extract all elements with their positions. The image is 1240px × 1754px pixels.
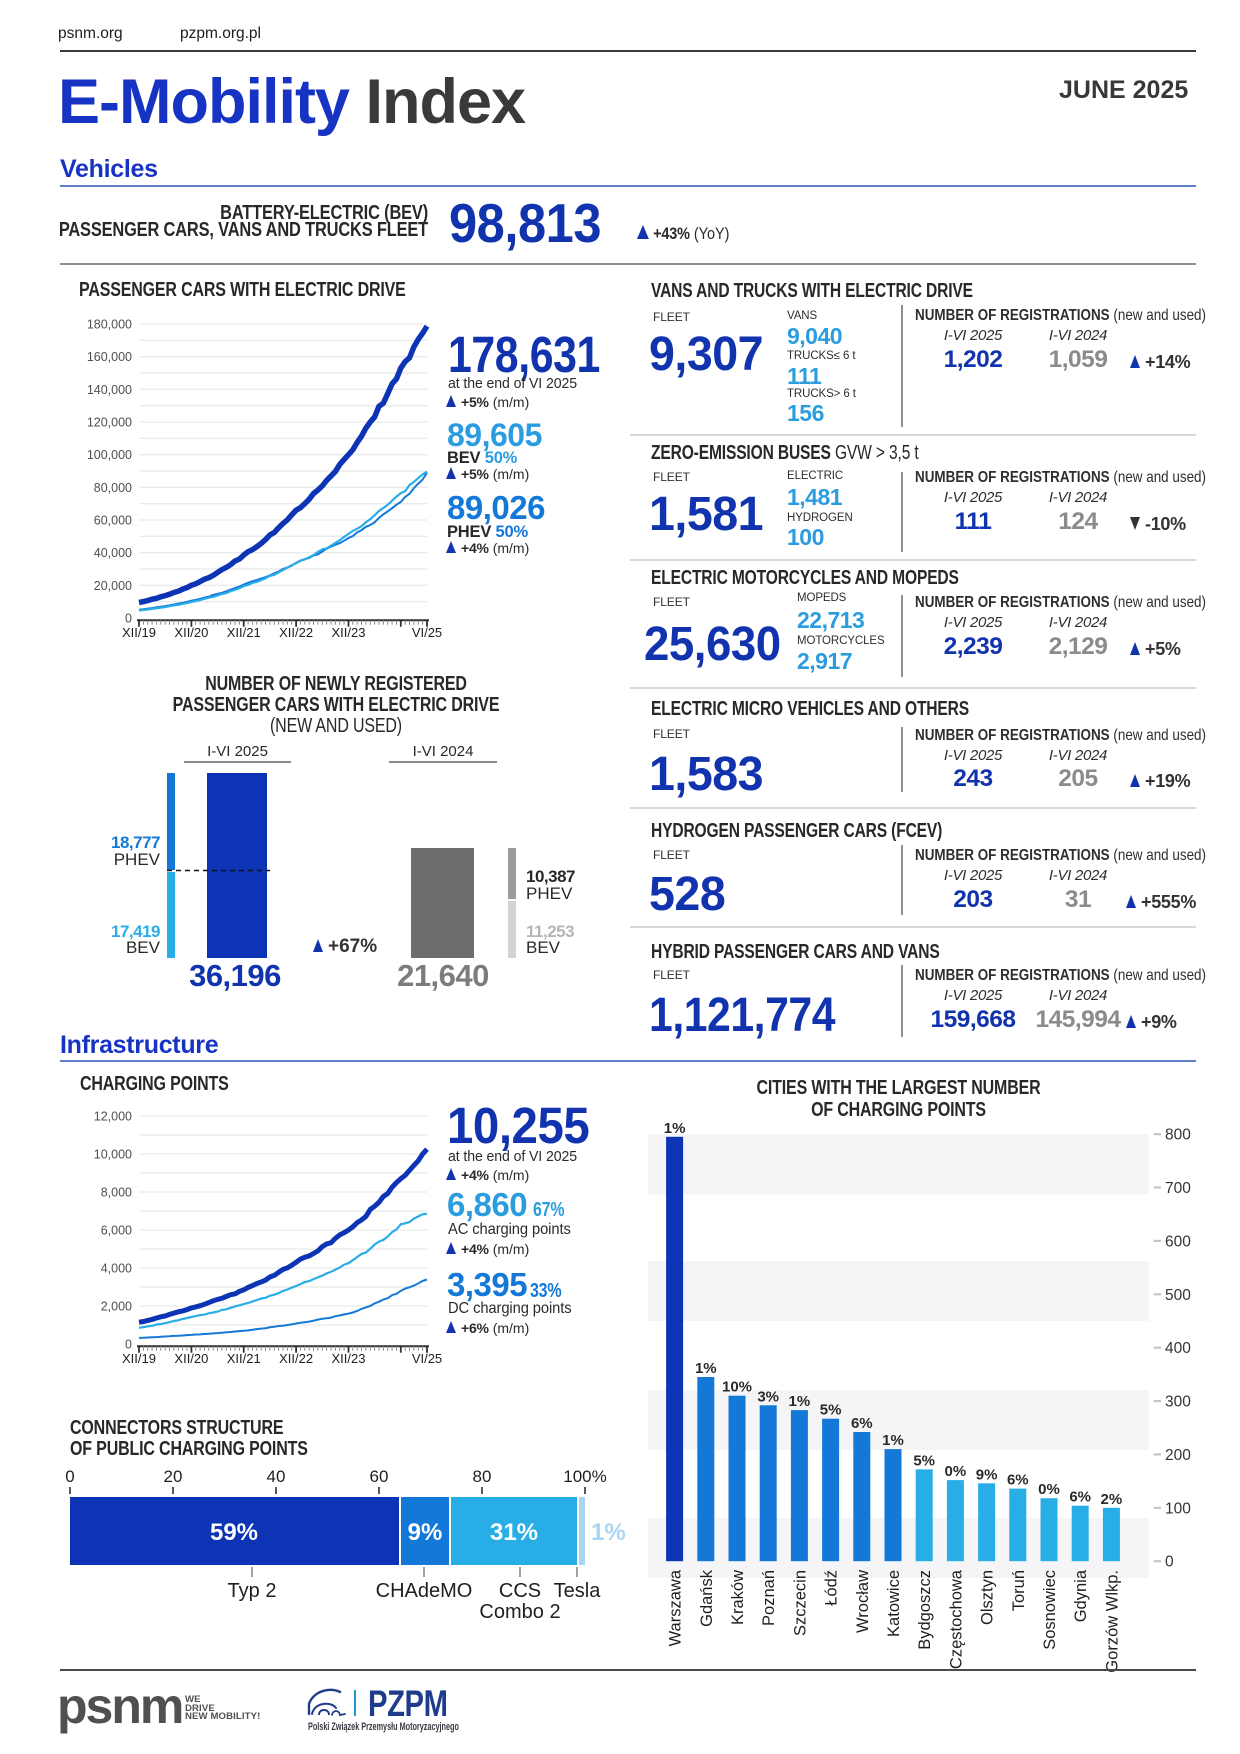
- svg-text:Kraków: Kraków: [729, 1570, 747, 1625]
- svg-text:80: 80: [473, 1467, 492, 1486]
- svg-text:3%: 3%: [757, 1388, 779, 1405]
- svg-text:700: 700: [1165, 1180, 1191, 1197]
- svg-text:180,000: 180,000: [87, 318, 132, 332]
- svg-text:XII/19: XII/19: [122, 625, 156, 640]
- svg-text:Toruń: Toruń: [1010, 1570, 1028, 1611]
- svg-text:0: 0: [1165, 1554, 1174, 1571]
- svg-text:59%: 59%: [210, 1519, 258, 1546]
- svg-text:XII/22: XII/22: [279, 1351, 313, 1366]
- svg-text:VI/25: VI/25: [412, 625, 442, 640]
- svg-text:CHAdeMO: CHAdeMO: [376, 1580, 473, 1602]
- svg-text:1%: 1%: [664, 1120, 686, 1137]
- svg-text:XII/20: XII/20: [174, 625, 208, 640]
- svg-text:100,000: 100,000: [87, 448, 132, 462]
- svg-text:120,000: 120,000: [87, 416, 132, 430]
- svg-text:20: 20: [164, 1467, 183, 1486]
- svg-text:Wrocław: Wrocław: [854, 1570, 872, 1633]
- svg-text:XII/19: XII/19: [122, 1351, 156, 1366]
- svg-text:XII/22: XII/22: [279, 625, 313, 640]
- svg-text:1%: 1%: [695, 1360, 717, 1377]
- svg-text:Warszawa: Warszawa: [667, 1569, 685, 1646]
- svg-text:140,000: 140,000: [87, 383, 132, 397]
- svg-text:60,000: 60,000: [94, 514, 132, 528]
- svg-text:8,000: 8,000: [101, 1186, 132, 1200]
- svg-text:5%: 5%: [820, 1402, 842, 1419]
- svg-text:XII/20: XII/20: [174, 1351, 208, 1366]
- svg-text:160,000: 160,000: [87, 350, 132, 364]
- svg-text:0: 0: [125, 1338, 132, 1352]
- svg-text:CCS: CCS: [499, 1580, 541, 1602]
- svg-text:Szczecin: Szczecin: [791, 1570, 809, 1636]
- svg-text:Typ 2: Typ 2: [228, 1580, 277, 1602]
- svg-text:0%: 0%: [945, 1463, 967, 1480]
- svg-text:600: 600: [1165, 1233, 1191, 1250]
- svg-text:2,000: 2,000: [101, 1300, 132, 1314]
- svg-text:Katowice: Katowice: [885, 1570, 903, 1637]
- svg-text:9%: 9%: [976, 1466, 998, 1483]
- svg-text:Gorzów Wlkp.: Gorzów Wlkp.: [1103, 1570, 1121, 1673]
- svg-text:Poznań: Poznań: [760, 1570, 778, 1626]
- svg-text:100%: 100%: [563, 1467, 606, 1486]
- svg-text:XII/23: XII/23: [332, 1351, 366, 1366]
- svg-text:6%: 6%: [1007, 1472, 1029, 1489]
- svg-text:Olsztyn: Olsztyn: [979, 1570, 997, 1625]
- svg-text:1%: 1%: [882, 1432, 904, 1449]
- svg-text:800: 800: [1165, 1127, 1191, 1144]
- svg-text:500: 500: [1165, 1287, 1191, 1304]
- svg-text:400: 400: [1165, 1340, 1191, 1357]
- svg-text:100: 100: [1165, 1500, 1191, 1517]
- svg-text:0: 0: [65, 1467, 74, 1486]
- svg-text:XII/21: XII/21: [227, 625, 261, 640]
- svg-text:Częstochowa: Częstochowa: [947, 1569, 965, 1669]
- svg-text:Gdańsk: Gdańsk: [698, 1569, 716, 1627]
- svg-text:40: 40: [267, 1467, 286, 1486]
- svg-text:Tesla: Tesla: [554, 1580, 602, 1602]
- svg-text:40,000: 40,000: [94, 546, 132, 560]
- svg-text:Gdynia: Gdynia: [1072, 1569, 1090, 1622]
- svg-text:0%: 0%: [1038, 1481, 1060, 1498]
- svg-text:2%: 2%: [1101, 1491, 1123, 1508]
- svg-text:10,000: 10,000: [94, 1148, 132, 1162]
- svg-text:9%: 9%: [408, 1519, 443, 1546]
- svg-text:1%: 1%: [591, 1519, 626, 1546]
- svg-text:0: 0: [125, 612, 132, 626]
- svg-text:300: 300: [1165, 1394, 1191, 1411]
- svg-text:5%: 5%: [913, 1452, 935, 1469]
- svg-text:60: 60: [370, 1467, 389, 1486]
- svg-text:Combo 2: Combo 2: [479, 1601, 560, 1623]
- svg-text:80,000: 80,000: [94, 481, 132, 495]
- svg-text:Sosnowiec: Sosnowiec: [1041, 1570, 1059, 1650]
- svg-text:XII/23: XII/23: [332, 625, 366, 640]
- svg-text:31%: 31%: [490, 1519, 538, 1546]
- svg-text:1%: 1%: [789, 1393, 811, 1410]
- svg-text:10%: 10%: [722, 1379, 752, 1396]
- svg-text:Łódź: Łódź: [823, 1570, 841, 1606]
- svg-text:6%: 6%: [851, 1415, 873, 1432]
- svg-text:20,000: 20,000: [94, 579, 132, 593]
- svg-text:12,000: 12,000: [94, 1110, 132, 1124]
- svg-text:6,000: 6,000: [101, 1224, 132, 1238]
- svg-text:200: 200: [1165, 1447, 1191, 1464]
- svg-text:VI/25: VI/25: [412, 1351, 442, 1366]
- svg-text:Bydgoszcz: Bydgoszcz: [916, 1570, 934, 1650]
- svg-text:4,000: 4,000: [101, 1262, 132, 1276]
- svg-text:6%: 6%: [1069, 1489, 1091, 1506]
- svg-text:XII/21: XII/21: [227, 1351, 261, 1366]
